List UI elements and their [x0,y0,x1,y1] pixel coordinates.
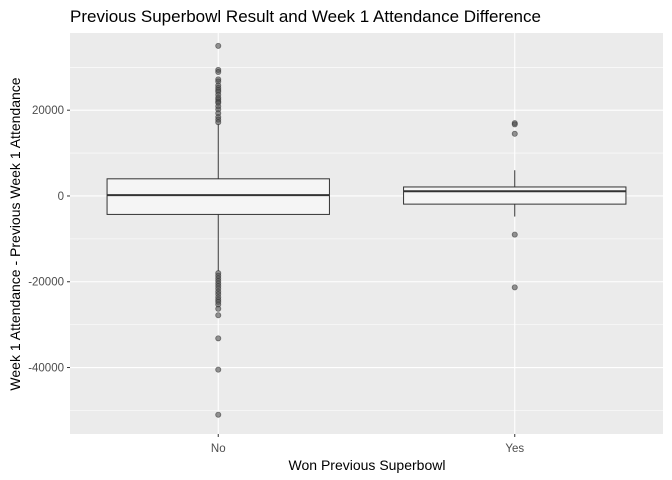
outlier-point [215,42,222,49]
x-axis-title: Won Previous Superbowl [289,457,446,473]
y-tick-label: 0 [58,191,64,203]
box-yes [403,120,627,291]
y-tick-label: -40000 [28,363,64,375]
outlier-point [511,284,518,291]
outlier-point [215,119,222,126]
iqr-box [106,178,330,215]
iqr-box [403,186,627,205]
y-tick-label: -20000 [28,277,64,289]
outlier-point [511,231,518,238]
boxes [106,42,627,418]
y-axis-ticks: -40000 -20000 0 20000 [28,105,70,375]
y-axis-title: Week 1 Attendance - Previous Week 1 Atte… [7,77,23,390]
outlier-point [511,121,518,128]
outlier-point [215,312,222,319]
outlier-point [215,305,222,312]
chart-title: Previous Superbowl Result and Week 1 Att… [70,7,541,26]
outlier-point [215,366,222,373]
x-axis-ticks: No Yes [211,434,524,455]
outlier-point [215,411,222,418]
outlier-point [215,335,222,342]
x-tick-label-no: No [211,443,226,455]
x-tick-label-yes: Yes [505,443,524,455]
box-no [106,42,330,418]
y-tick-label: 20000 [32,105,64,117]
outlier-point [215,69,222,76]
outlier-point [511,130,518,137]
plot-panel [70,33,663,434]
